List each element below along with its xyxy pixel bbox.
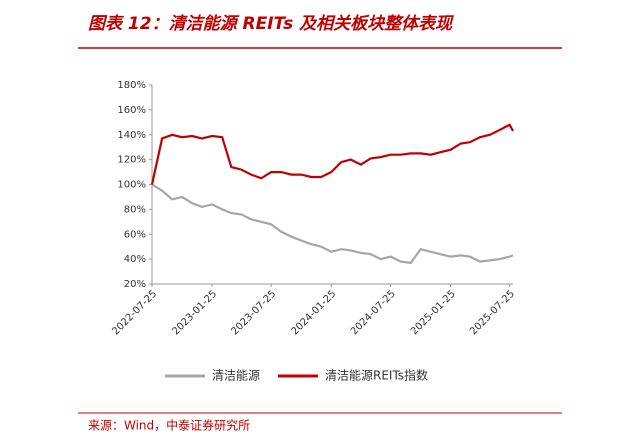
x-tick-label: 2023-01-25 [170,288,219,337]
y-tick-label: 20% [124,279,146,290]
y-tick-label: 40% [124,254,146,265]
series-line [150,123,514,185]
x-tick-label: 2025-07-25 [468,288,517,337]
x-tick-label: 2024-01-25 [290,288,339,337]
y-tick-label: 140% [117,130,146,141]
y-tick-label: 120% [117,155,146,166]
chart-title: 图表 12：清洁能源 REITs 及相关板块整体表现 [88,14,454,34]
legend-label: 清洁能源 [212,369,260,383]
x-tick-label: 2024-07-25 [349,288,398,337]
x-tick-label: 2025-01-25 [409,288,458,337]
y-tick-label: 60% [124,229,146,240]
y-tick-label: 180% [117,80,146,91]
x-tick-label: 2023-07-25 [230,288,279,337]
y-tick-label: 100% [117,180,146,191]
y-tick-label: 80% [124,204,146,215]
source: 来源：Wind，中泰证券研究所 [88,418,250,433]
legend-label: 清洁能源REITs指数 [325,368,428,383]
series-line [151,183,514,265]
y-tick-label: 160% [117,105,146,116]
x-tick-label: 2022-07-25 [110,288,159,337]
